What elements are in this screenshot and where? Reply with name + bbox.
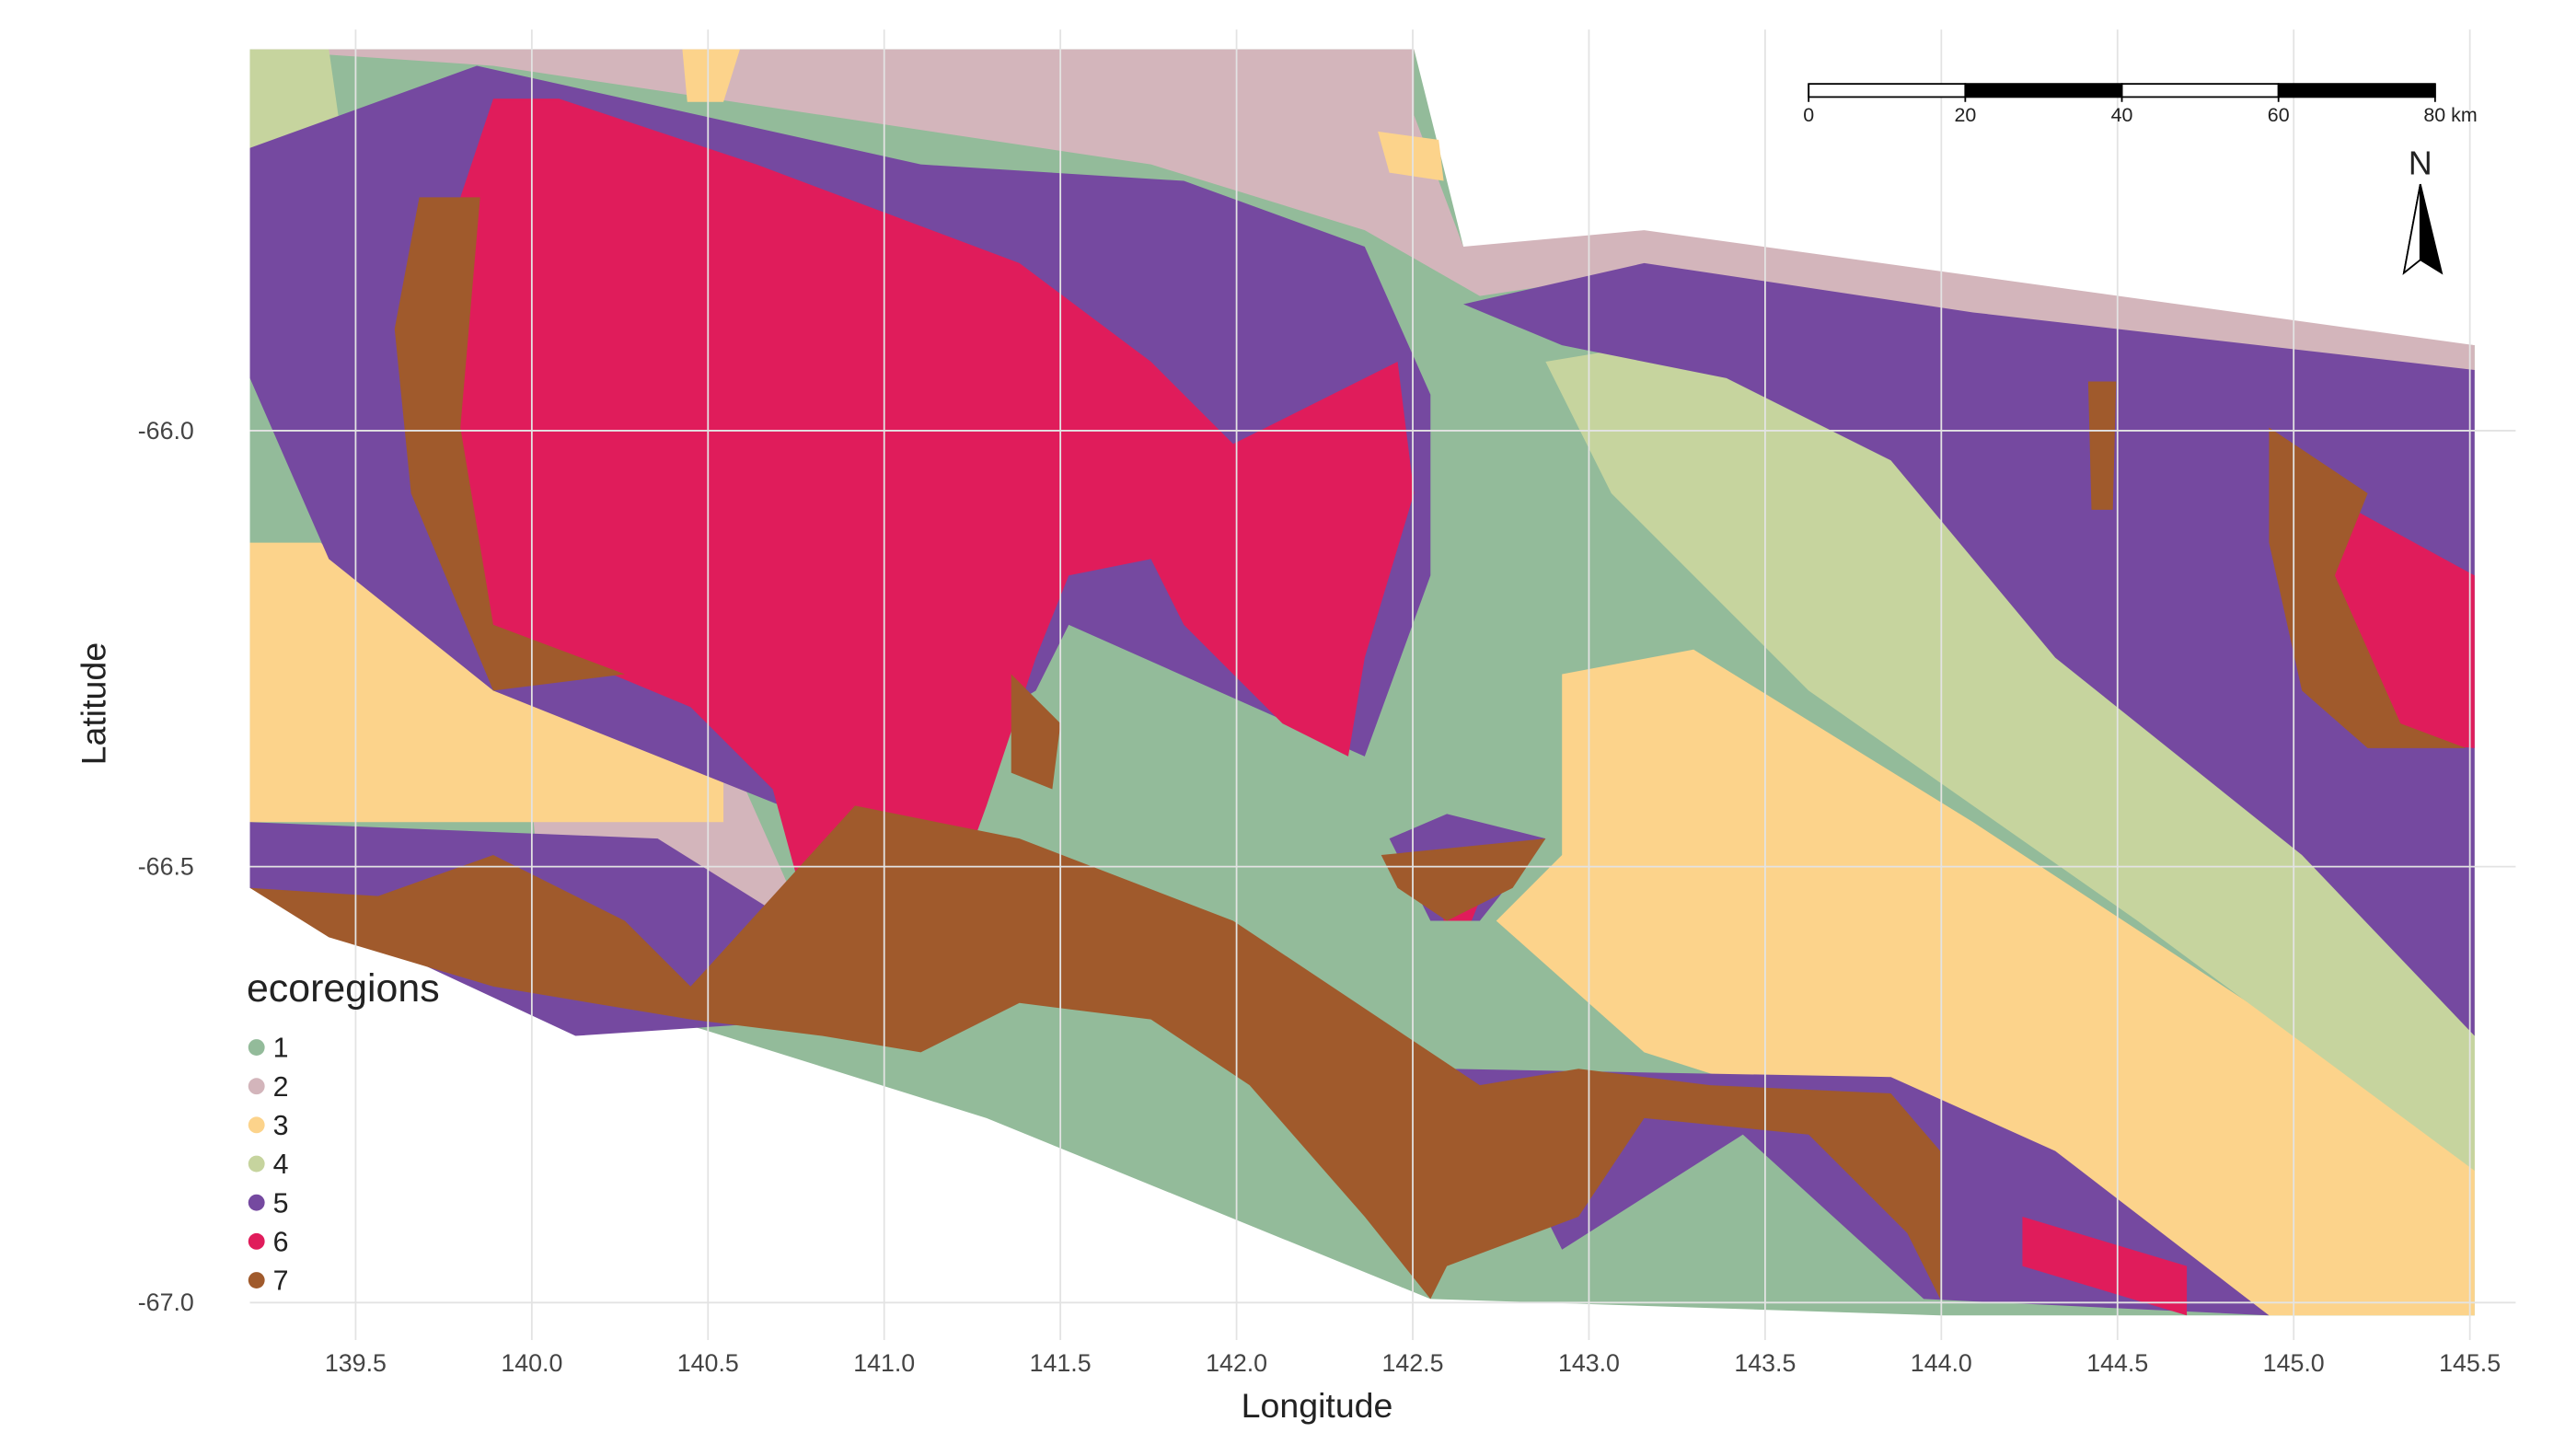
y-tick-label: -66.5	[138, 853, 194, 881]
x-tick-label: 143.0	[1558, 1349, 1620, 1377]
scale-label: 0	[1803, 104, 1814, 126]
ecoregion-7	[394, 197, 625, 691]
legend-key	[248, 1272, 265, 1288]
scale-segment	[2277, 83, 2436, 98]
y-tick-label: -66.0	[138, 417, 194, 445]
legend-title: ecoregions	[247, 966, 440, 1011]
ecoregion-5	[1463, 262, 2475, 1036]
scale-segment	[2120, 83, 2280, 98]
x-tick-label: 145.0	[2263, 1349, 2325, 1377]
x-tick-label: 143.5	[1734, 1349, 1796, 1377]
x-tick-label: 142.0	[1206, 1349, 1267, 1377]
ecoregion-7	[1381, 838, 1546, 921]
scale-label: 40	[2111, 104, 2133, 126]
x-tick-label: 142.5	[1382, 1349, 1444, 1377]
ecoregion-4	[1545, 337, 2475, 1172]
ecoregion-3	[682, 49, 740, 102]
ecoregion-7	[2087, 381, 2117, 510]
ecoregion-6	[410, 98, 1415, 987]
north-label: N	[2409, 144, 2432, 181]
legend-label: 1	[273, 1034, 289, 1064]
grid	[249, 29, 2516, 1341]
x-tick-label: 144.5	[2086, 1349, 2148, 1377]
legend-label: 6	[273, 1228, 289, 1258]
legend-key	[248, 1232, 265, 1250]
x-tick-label: 139.5	[325, 1349, 387, 1377]
x-tick-label: 141.0	[853, 1349, 915, 1377]
scale-segment	[1964, 83, 2123, 98]
scale-label: 60	[2268, 104, 2290, 126]
x-tick-label: 140.5	[677, 1349, 739, 1377]
x-tick-label: 140.0	[501, 1349, 562, 1377]
y-axis-label: Latitude	[74, 642, 112, 765]
ecoregion-7	[249, 805, 1941, 1300]
legend-key	[248, 1155, 265, 1173]
ecoregion-3	[1378, 131, 1444, 181]
x-tick-label: 145.5	[2439, 1349, 2501, 1377]
x-tick-label: 141.5	[1030, 1349, 1092, 1377]
scale-label: 80 km	[2423, 104, 2477, 126]
ecoregion-3	[249, 542, 724, 823]
ecoregion-6	[2022, 1217, 2188, 1316]
ecoregion-7	[1011, 674, 1061, 790]
legend-key	[248, 1194, 265, 1211]
ecoregion-3	[1496, 649, 2475, 1316]
legend-label: 7	[273, 1266, 289, 1297]
legend-key	[248, 1039, 265, 1056]
y-tick-label: -67.0	[138, 1288, 194, 1316]
scale-segment	[1808, 83, 1967, 98]
legend-key	[248, 1078, 265, 1095]
scale-label: 20	[1954, 104, 1976, 126]
ecoregion-7	[2269, 427, 2467, 748]
legend-label: 3	[273, 1111, 289, 1141]
ecoregion-layer	[249, 49, 2475, 1316]
north-arrow-half	[2402, 183, 2421, 275]
legend-key	[248, 1116, 265, 1134]
legend-label: 2	[273, 1072, 289, 1103]
legend-label: 5	[273, 1188, 289, 1219]
legend-label: 4	[273, 1150, 289, 1180]
x-tick-label: 144.0	[1911, 1349, 1972, 1377]
x-axis-label: Longitude	[1242, 1386, 1393, 1425]
